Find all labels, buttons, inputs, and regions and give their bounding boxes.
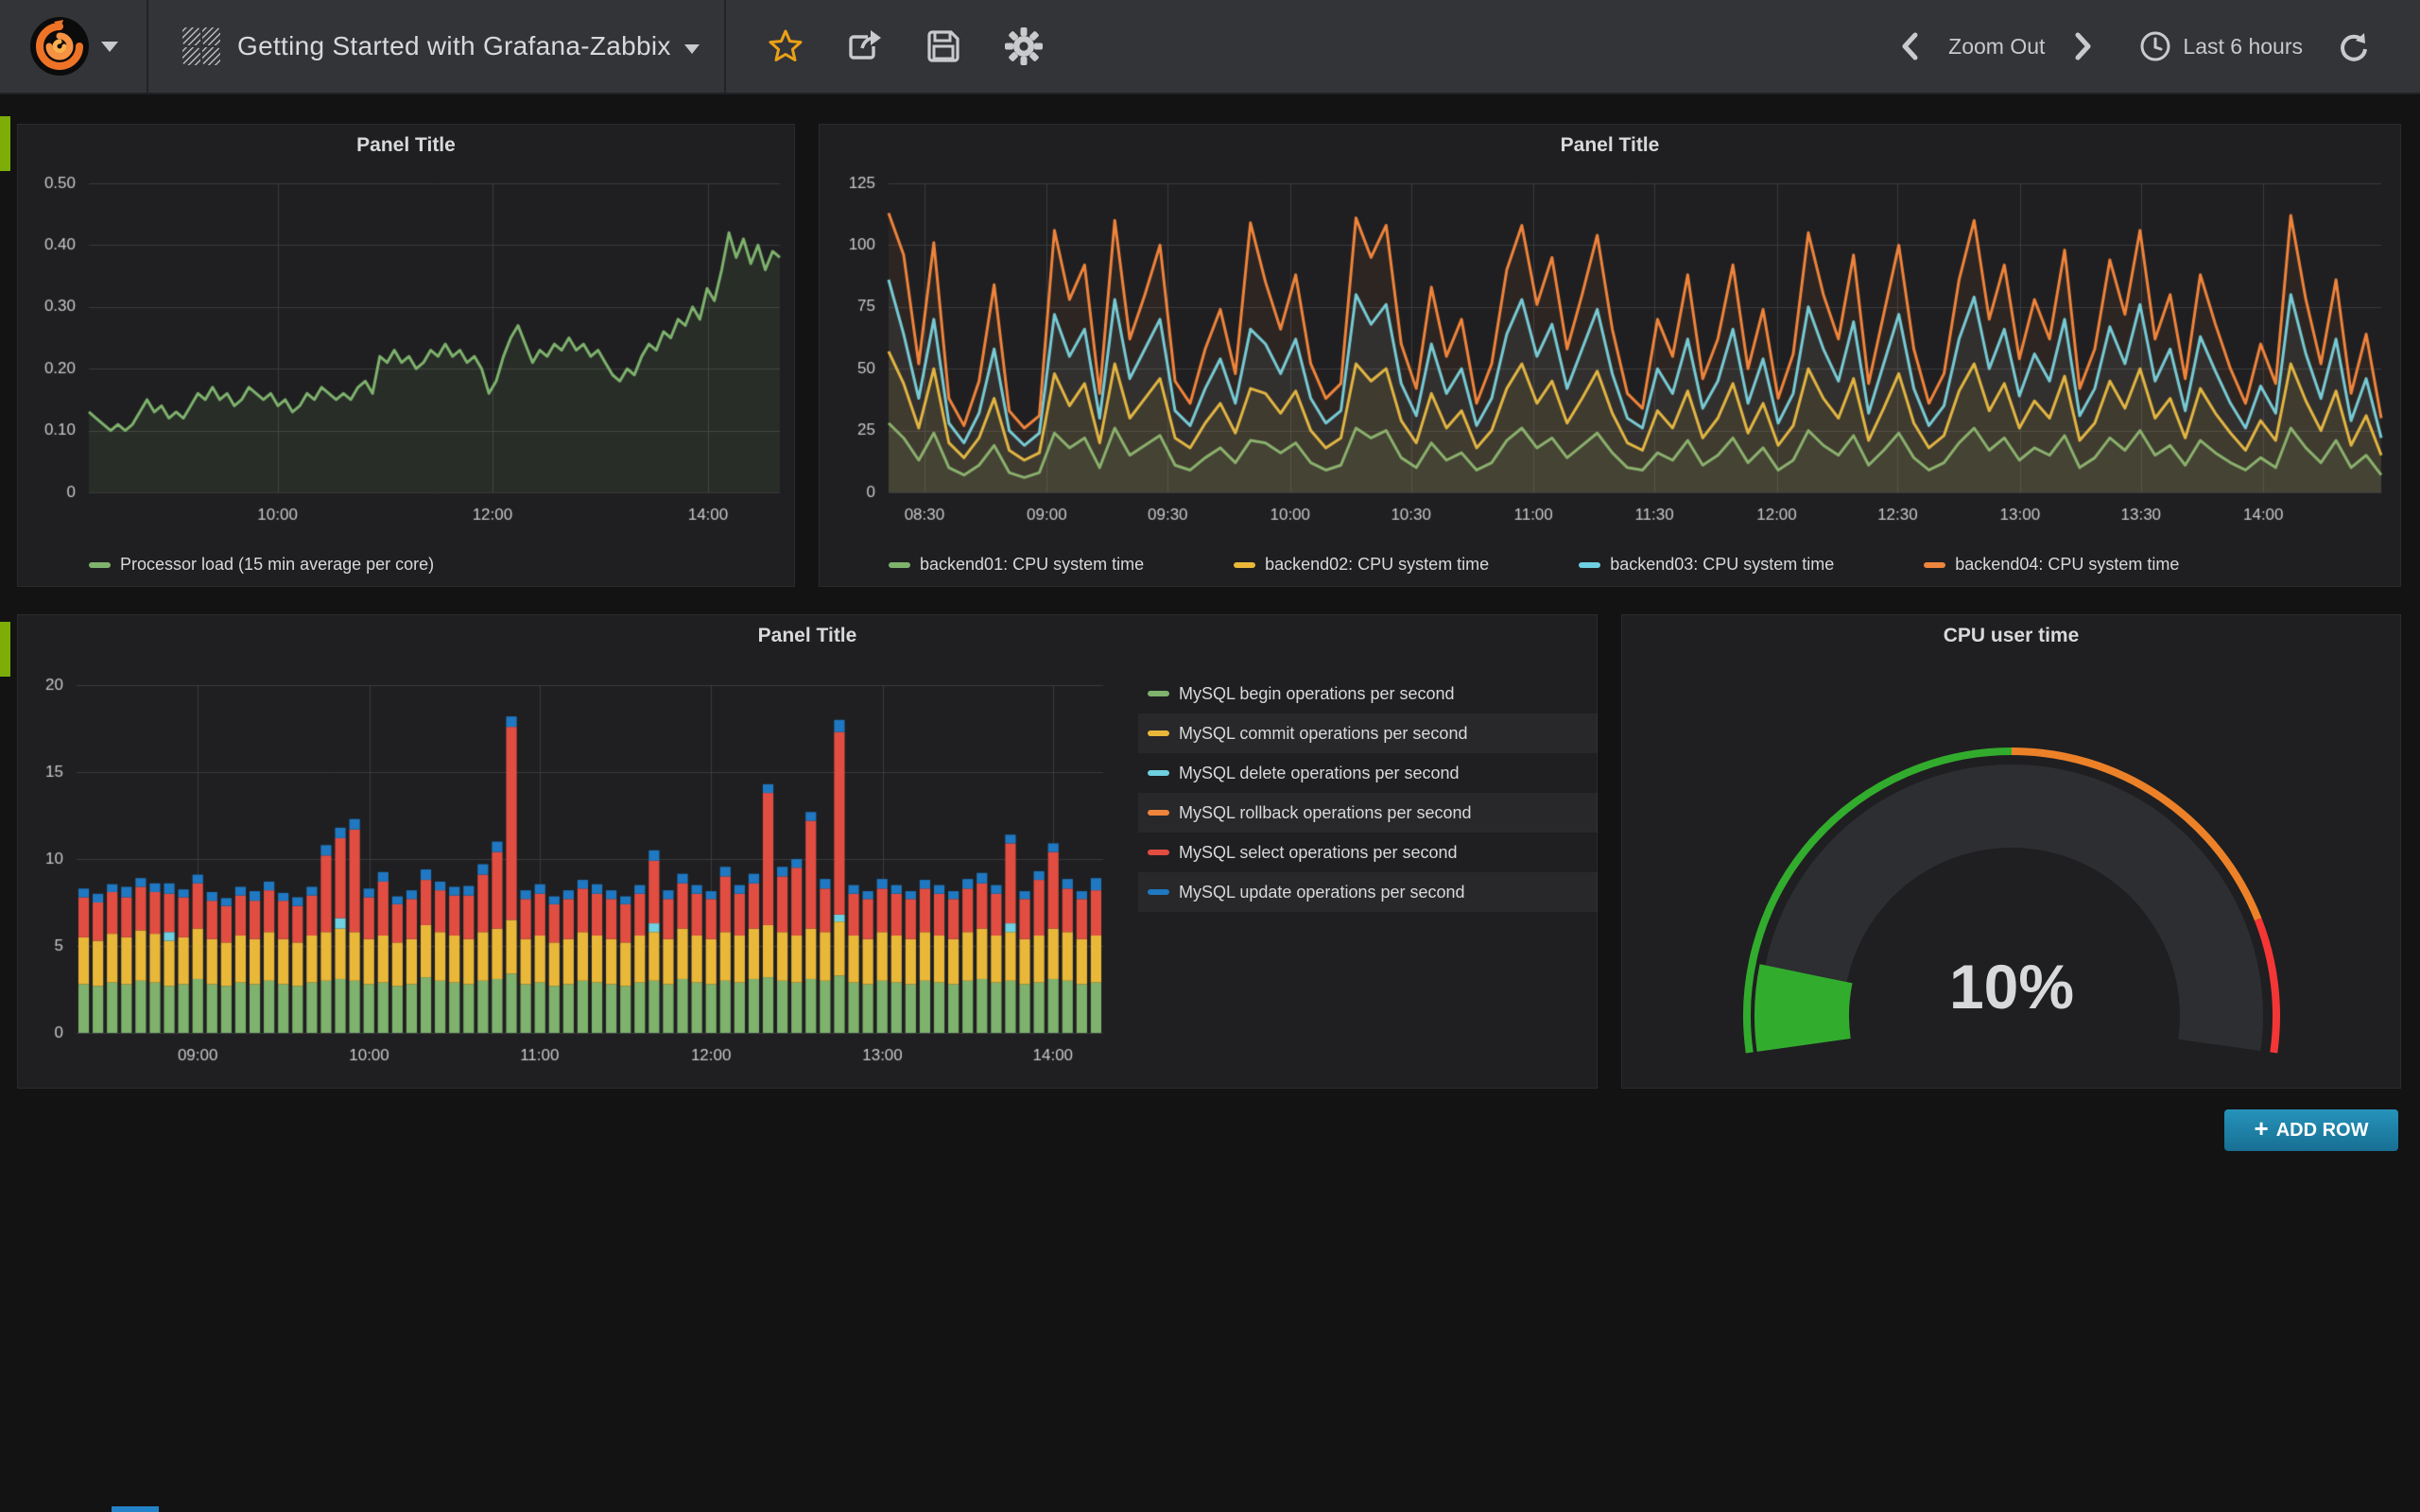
row-toggle-top[interactable] bbox=[0, 116, 10, 171]
legend-label: MySQL delete operations per second bbox=[1179, 763, 1460, 782]
legend-item[interactable]: MySQL begin operations per second bbox=[1138, 674, 1598, 713]
time-shift-forward-button[interactable] bbox=[2073, 31, 2094, 61]
zoom-out-button[interactable]: Zoom Out bbox=[1948, 33, 2046, 59]
refresh-icon bbox=[2341, 33, 2367, 61]
legend-color-dash bbox=[1148, 730, 1169, 736]
graph-legend: backend01: CPU system time backend02: CPU… bbox=[889, 555, 2179, 575]
gear-icon bbox=[1004, 27, 1043, 65]
save-icon bbox=[927, 30, 959, 62]
legend-color-dash bbox=[889, 561, 910, 568]
panel-title[interactable]: CPU user time bbox=[1943, 625, 2080, 646]
chevron-right-icon bbox=[2075, 32, 2091, 60]
gauge: 10% bbox=[1622, 657, 2400, 1092]
legend-item[interactable]: backend02: CPU system time bbox=[1234, 555, 1489, 575]
navbar-divider bbox=[723, 0, 726, 93]
legend-label: MySQL rollback operations per second bbox=[1179, 802, 1472, 822]
star-favorite-button[interactable] bbox=[768, 28, 804, 64]
grafana-logo-icon bbox=[29, 17, 89, 76]
plus-icon: + bbox=[2254, 1114, 2269, 1143]
legend-item[interactable]: MySQL rollback operations per second bbox=[1138, 793, 1598, 833]
legend-color-dash bbox=[1148, 770, 1169, 776]
graph-plot-area[interactable] bbox=[820, 166, 2400, 539]
gauge-threshold-green bbox=[1743, 747, 2013, 1054]
panel-processor-load: Panel Title Processor load (15 min avera… bbox=[17, 124, 795, 587]
graph-legend: MySQL begin operations per second MySQL c… bbox=[1138, 674, 1598, 912]
legend-item[interactable]: backend04: CPU system time bbox=[1924, 555, 2179, 575]
legend-color-dash bbox=[1924, 561, 1946, 568]
legend-label: MySQL commit operations per second bbox=[1179, 723, 1468, 743]
graph-plot-area[interactable] bbox=[18, 657, 1124, 1084]
dashboard-settings-button[interactable] bbox=[1004, 26, 1044, 66]
graph-legend: Processor load (15 min average per core) bbox=[89, 555, 434, 575]
gauge-svg: 10% bbox=[1743, 747, 2280, 1054]
legend-label: MySQL begin operations per second bbox=[1179, 683, 1455, 703]
time-range-picker[interactable]: Last 6 hours bbox=[2139, 30, 2303, 62]
star-icon bbox=[769, 29, 803, 61]
logo-dropdown-caret bbox=[100, 41, 118, 52]
time-range-label: Last 6 hours bbox=[2183, 33, 2303, 59]
legend-color-dash bbox=[1148, 850, 1169, 855]
legend-label: backend03: CPU system time bbox=[1610, 555, 1835, 574]
gauge-threshold-orange bbox=[2011, 747, 2262, 921]
legend-label: MySQL update operations per second bbox=[1179, 882, 1465, 902]
navbar-right-controls: Zoom Out Last 6 hours bbox=[1899, 29, 2420, 63]
share-dashboard-button[interactable] bbox=[845, 27, 883, 65]
legend-item[interactable]: Processor load (15 min average per core) bbox=[89, 555, 434, 575]
panel-mysql-operations: Panel Title MySQL begin operations per s… bbox=[17, 614, 1598, 1089]
legend-item[interactable]: backend01: CPU system time bbox=[889, 555, 1144, 575]
gauge-value-text: 10% bbox=[1949, 952, 2074, 1022]
time-shift-back-button[interactable] bbox=[1899, 31, 1920, 61]
gauge-threshold-red bbox=[2254, 918, 2280, 1054]
legend-item[interactable]: MySQL delete operations per second bbox=[1138, 753, 1598, 793]
legend-label: backend02: CPU system time bbox=[1265, 555, 1490, 574]
legend-color-dash bbox=[1148, 691, 1169, 696]
panel-cpu-user-time-gauge: CPU user time 10% bbox=[1621, 614, 2401, 1089]
legend-color-dash bbox=[89, 561, 111, 568]
legend-color-dash bbox=[1148, 889, 1169, 895]
refresh-button[interactable] bbox=[2337, 29, 2371, 63]
add-row-label: ADD ROW bbox=[2275, 1119, 2369, 1141]
panel-cpu-system-time: Panel Title backend01: CPU system time ba… bbox=[819, 124, 2401, 587]
share-icon bbox=[849, 30, 881, 60]
legend-color-dash bbox=[1234, 561, 1256, 568]
legend-label: Processor load (15 min average per core) bbox=[120, 555, 435, 574]
dashboard-title-dropdown[interactable]: Getting Started with Grafana-Zabbix bbox=[237, 31, 700, 61]
panel-title[interactable]: Panel Title bbox=[1560, 134, 1660, 156]
legend-item[interactable]: MySQL update operations per second bbox=[1138, 872, 1598, 912]
legend-item[interactable]: MySQL commit operations per second bbox=[1138, 713, 1598, 753]
dashboard-title: Getting Started with Grafana-Zabbix bbox=[237, 31, 671, 60]
legend-label: MySQL select operations per second bbox=[1179, 842, 1458, 862]
navbar: Getting Started with Grafana-Zabbix bbox=[0, 0, 2420, 94]
save-dashboard-button[interactable] bbox=[925, 27, 962, 65]
panel-title[interactable]: Panel Title bbox=[356, 134, 456, 156]
bottom-blue-artifact bbox=[112, 1506, 159, 1512]
gauge-body-arc bbox=[1760, 765, 2263, 1051]
legend-color-dash bbox=[1579, 561, 1601, 568]
legend-label: backend01: CPU system time bbox=[920, 555, 1145, 574]
grafana-logo-menu[interactable] bbox=[0, 0, 148, 93]
clock-icon bbox=[2140, 31, 2170, 61]
legend-item[interactable]: MySQL select operations per second bbox=[1138, 833, 1598, 872]
add-row-button[interactable]: + ADD ROW bbox=[2224, 1109, 2398, 1151]
legend-item[interactable]: backend03: CPU system time bbox=[1579, 555, 1834, 575]
panel-title[interactable]: Panel Title bbox=[757, 625, 857, 646]
title-dropdown-caret bbox=[683, 44, 700, 54]
gauge-value-wedge bbox=[1754, 964, 1853, 1052]
dashboard-grid-icon[interactable] bbox=[181, 26, 222, 67]
chevron-left-icon bbox=[1902, 32, 1918, 60]
row-toggle-bottom[interactable] bbox=[0, 622, 10, 677]
legend-color-dash bbox=[1148, 810, 1169, 816]
legend-label: backend04: CPU system time bbox=[1955, 555, 2180, 574]
graph-plot-area[interactable] bbox=[18, 166, 794, 539]
